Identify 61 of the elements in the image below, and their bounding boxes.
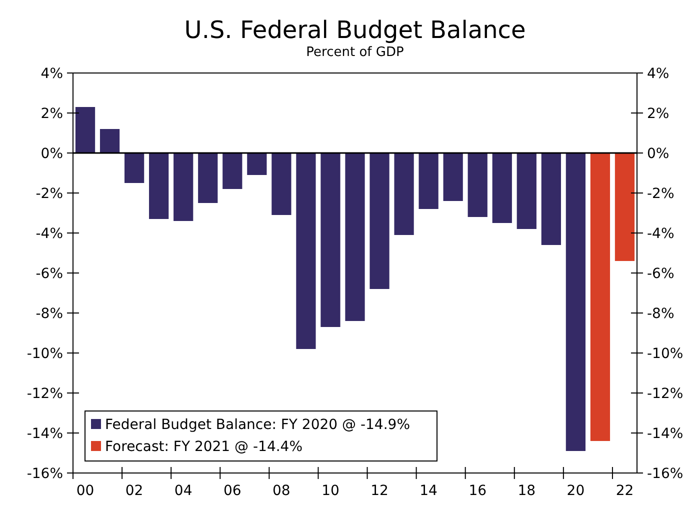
bar: [541, 153, 561, 245]
bar: [222, 153, 242, 189]
bar: [370, 153, 390, 289]
y2-tick-label: -4%: [647, 226, 674, 242]
x-tick-label: 06: [223, 483, 242, 499]
y2-tick-label: -8%: [647, 306, 674, 322]
bar: [247, 153, 267, 175]
y2-tick-label: 2%: [647, 106, 670, 122]
y2-tick-label: -16%: [647, 466, 684, 482]
x-tick-label: 14: [420, 483, 438, 499]
y-tick-label: -14%: [26, 426, 63, 442]
bar: [174, 153, 194, 221]
bar: [443, 153, 463, 201]
x-tick-label: 18: [518, 483, 536, 499]
bar: [124, 153, 144, 183]
bar: [590, 153, 610, 441]
bar: [100, 129, 120, 153]
bar: [75, 107, 96, 153]
x-tick-label: 08: [272, 483, 290, 499]
legend-label: Forecast: FY 2021 @ -14.4%: [105, 438, 303, 455]
x-tick-label: 12: [370, 483, 388, 499]
bar: [614, 153, 635, 261]
chart-subtitle: Percent of GDP: [306, 45, 404, 60]
y-tick-label: -2%: [36, 186, 63, 202]
y-tick-label: 0%: [40, 146, 63, 162]
bar: [149, 153, 169, 219]
bar: [492, 153, 512, 223]
y2-tick-label: -14%: [647, 426, 684, 442]
y2-tick-label: -12%: [647, 386, 684, 402]
bar: [468, 153, 488, 217]
y-tick-label: -12%: [26, 386, 63, 402]
bar: [320, 153, 340, 327]
bar: [296, 153, 316, 349]
x-tick-label: 04: [174, 483, 192, 499]
y-tick-label: -16%: [26, 466, 63, 482]
y-tick-label: -4%: [36, 226, 63, 242]
y-tick-label: -10%: [26, 346, 63, 362]
y-tick-label: -8%: [36, 306, 63, 322]
y2-tick-label: 0%: [647, 146, 670, 162]
chart-title: U.S. Federal Budget Balance: [184, 16, 526, 44]
x-tick-label: 20: [566, 483, 585, 499]
y2-tick-label: -10%: [647, 346, 684, 362]
y-tick-label: -6%: [36, 266, 63, 282]
bar: [394, 153, 414, 235]
bar: [516, 153, 536, 229]
bar: [418, 153, 438, 209]
x-tick-label: 02: [125, 483, 144, 499]
y2-tick-label: -6%: [647, 266, 674, 282]
x-tick-label: 00: [76, 483, 94, 499]
bar: [566, 153, 586, 451]
y2-tick-label: -2%: [647, 186, 674, 202]
y-tick-label: 4%: [40, 66, 63, 82]
x-tick-label: 16: [468, 483, 487, 499]
bar: [272, 153, 292, 215]
x-tick-label: 22: [616, 483, 634, 499]
y2-tick-label: 4%: [647, 66, 670, 82]
y-tick-label: 2%: [40, 106, 63, 122]
legend-label: Federal Budget Balance: FY 2020 @ -14.9%: [105, 416, 410, 433]
bar: [198, 153, 218, 203]
bar: [345, 153, 365, 321]
x-tick-label: 10: [322, 483, 340, 499]
